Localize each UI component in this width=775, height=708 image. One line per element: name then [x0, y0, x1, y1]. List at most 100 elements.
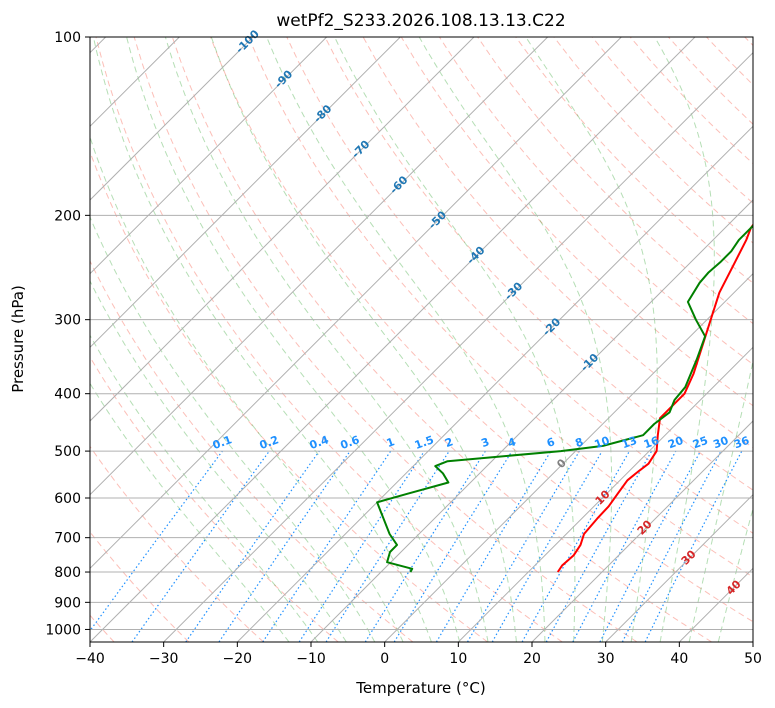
isotherm: [384, 272, 753, 642]
x-tick-label: −30: [149, 651, 179, 667]
background-lines: [90, 37, 753, 642]
x-tick-label: 20: [523, 651, 541, 667]
isotherm-label: -70: [349, 138, 372, 161]
moist-adiabat: [90, 334, 319, 642]
moist-adiabat: [90, 215, 376, 642]
dry-adiabat: [286, 37, 753, 534]
dry-adiabat: [706, 37, 753, 86]
moist-adiabat: [210, 37, 517, 642]
isotherm: [457, 346, 753, 642]
x-tick-label: −40: [75, 651, 105, 667]
isotherm: [90, 37, 622, 570]
mixing-ratio-label: 6: [545, 435, 557, 450]
moist-adiabat: [334, 37, 576, 642]
mixing-ratio-label: 16: [642, 434, 661, 452]
isotherm: [752, 641, 753, 642]
mixing-ratio-line: [572, 450, 677, 642]
isotherm-label: -60: [387, 173, 410, 196]
mixing-ratio-label: 10: [593, 434, 612, 452]
isotherm: [678, 567, 753, 642]
moist-adiabat: [90, 135, 404, 642]
mixing-ratio-line: [325, 450, 450, 642]
dry-adiabat: [668, 37, 753, 125]
x-tick-label: 10: [449, 651, 467, 667]
moist-adiabat-label: 30: [679, 547, 699, 567]
mixing-ratio-line: [131, 450, 270, 642]
moist-adiabat: [266, 37, 546, 642]
dry-adiabat: [133, 37, 638, 642]
mixing-ratio-line: [545, 450, 653, 642]
isotherm: [90, 37, 254, 201]
dry-adiabat: [591, 37, 753, 204]
axis-ticks: −40 −30 −20 −10 0 10 20 30 40 5010020030040050060…: [45, 30, 762, 667]
y-tick-label: 700: [54, 531, 81, 547]
mixing-ratio-line: [435, 450, 552, 642]
dry-adiabat: [171, 37, 712, 642]
isotherm: [90, 37, 475, 422]
mixing-ratio-line: [90, 450, 223, 632]
isotherm: [310, 199, 753, 642]
y-tick-label: 800: [54, 565, 81, 581]
mixing-ratio-label: 4: [506, 435, 518, 450]
isotherm-label: -100: [233, 27, 262, 56]
mixing-ratio-label: 20: [666, 434, 685, 452]
dry-adiabat: [744, 37, 753, 47]
moist-adiabat: [92, 37, 432, 642]
dry-adiabat: [324, 37, 753, 491]
isotherm: [163, 51, 753, 642]
y-tick-label: 300: [54, 313, 81, 329]
x-tick-label: 40: [670, 651, 688, 667]
mixing-ratio-label: 2: [443, 435, 455, 450]
mixing-ratio-line: [644, 450, 743, 642]
dry-adiabat: [90, 259, 414, 642]
iso-label-layer: -100-90-80-70-60-50-40-30-20-100.1 0.2 0.4…: [211, 27, 751, 597]
moist-adiabat-label: 20: [635, 517, 655, 537]
mixing-ratio-line: [393, 450, 513, 642]
mixing-ratio-line: [262, 450, 392, 642]
mixing-ratio-label: 0.2: [258, 433, 281, 452]
x-axis-title: Temperature (°C): [355, 679, 485, 697]
mixing-ratio-label: 0.4: [308, 433, 331, 452]
x-tick-label: −10: [296, 651, 326, 667]
series-layer: [376, 223, 753, 573]
mixing-ratio-label: 13: [620, 434, 639, 451]
dry-adiabat: [90, 445, 264, 642]
y-tick-label: 500: [54, 444, 81, 460]
dry-adiabat: [210, 37, 753, 623]
mixing-ratio-label: 3: [479, 435, 491, 450]
mixing-ratio-line: [185, 450, 320, 642]
dry-adiabat: [90, 356, 339, 642]
moist-adiabat: [654, 37, 715, 642]
moist-adiabat: [717, 506, 753, 642]
y-tick-label: 200: [54, 208, 81, 224]
x-tick-label: 50: [744, 651, 762, 667]
mixing-ratio-label: 1.5: [413, 433, 436, 452]
mixing-ratio-label: 8: [573, 435, 585, 450]
dry-adiabat: [477, 37, 753, 325]
mixing-ratio-line: [218, 450, 351, 642]
mixing-ratio-label: 36: [732, 434, 751, 452]
mixing-ratio-label: 30: [711, 434, 730, 452]
moist-adiabat: [164, 37, 489, 642]
y-tick-label: 100: [54, 30, 81, 46]
mixing-ratio-line: [599, 450, 702, 642]
isotherm: [236, 125, 753, 642]
dry-adiabat: [90, 531, 190, 642]
mixing-ratio-label: 25: [691, 434, 710, 451]
mixing-ratio-line: [298, 450, 425, 642]
moist-adiabat: [525, 37, 658, 642]
isotherm: [531, 420, 753, 642]
moist-adiabat: [126, 37, 461, 642]
y-tick-label: 900: [54, 595, 81, 611]
mixing-ratio-label: 0.1: [211, 433, 234, 452]
isotherm: [605, 493, 753, 642]
x-tick-label: 0: [380, 651, 389, 667]
y-axis-title: Pressure (hPa): [9, 285, 27, 393]
isotherm: [90, 37, 549, 496]
isotherm: [90, 37, 328, 275]
moist-adiabat: [688, 358, 753, 642]
isotherm-label: -10: [578, 351, 601, 374]
x-tick-label: −20: [223, 651, 253, 667]
chart-title: wetPf2_S233.2026.108.13.13.C22: [276, 11, 565, 31]
isotherm: [90, 37, 696, 642]
